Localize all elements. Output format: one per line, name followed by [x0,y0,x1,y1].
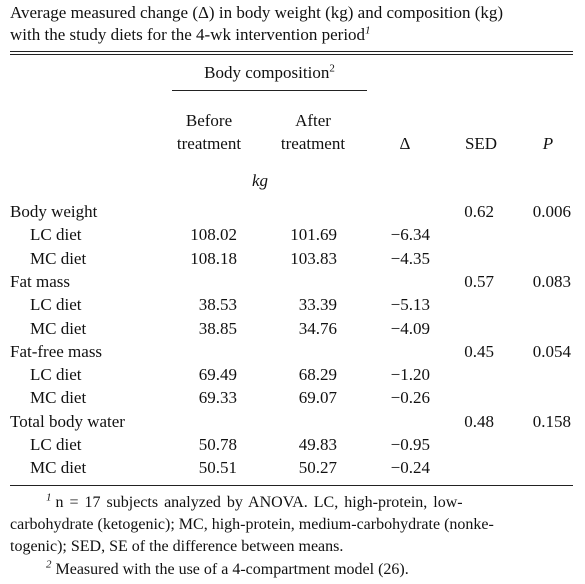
cell-after: 49.83 [298,435,337,454]
cell-before: 50.51 [198,458,237,477]
top-rule-1 [10,51,573,52]
cell-before: 108.18 [190,249,237,268]
col-header-sed: SED [464,134,498,153]
caption-footnote-marker: 1 [365,24,371,37]
row-diet-label: LC diet [30,365,82,384]
cell-sed: 0.45 [464,342,494,361]
row-diet-label: MC diet [30,249,87,268]
cell-delta: −6.34 [390,225,430,244]
cell-after: 50.27 [298,458,337,477]
row-diet-label: LC diet [30,225,82,244]
cell-delta: −1.20 [390,365,430,384]
cell-sed: 0.62 [464,202,494,221]
col-header-delta: Δ [399,134,411,153]
footnote-1-line-1: 1 n = 17 subjects analyzed by ANOVA. LC,… [46,491,463,511]
caption-line-2: with the study diets for the 4-wk interv… [10,24,371,44]
cell-delta: −0.26 [390,388,430,407]
caption-line-1: Average measured change (Δ) in body weig… [10,3,504,22]
cell-sed: 0.57 [464,272,494,291]
footnote-1-line-2: carbohydrate (ketogenic); MC, high-prote… [10,516,494,533]
col-header-after: After treatment [280,111,346,153]
cell-before: 38.85 [198,319,237,338]
cell-after: 34.76 [298,319,337,338]
cell-p: 0.083 [532,272,571,291]
cell-after: 101.69 [290,225,337,244]
col-header-before: Before treatment [176,111,242,153]
cell-before: 108.02 [190,225,237,244]
cell-before: 38.53 [198,295,237,314]
cell-delta: −0.95 [390,435,430,454]
cell-delta: −4.35 [390,249,430,268]
row-group-label: Total body water [10,412,125,431]
footnote-2: 2 Measured with the use of a 4-compartme… [46,558,409,578]
cell-p: 0.158 [532,412,571,431]
unit-label: kg [251,171,269,190]
row-group-label: Fat mass [10,272,70,291]
cell-after: 68.29 [298,365,337,384]
cell-p: 0.054 [532,342,571,361]
cell-p: 0.006 [532,202,571,221]
row-diet-label: MC diet [30,319,87,338]
top-rule-2 [10,54,573,55]
group-header-rule [172,90,367,91]
group-header-body-composition: Body composition2 [204,62,335,82]
cell-after: 103.83 [290,249,337,268]
row-diet-label: MC diet [30,458,87,477]
row-group-label: Body weight [10,202,98,221]
cell-delta: −0.24 [390,458,430,477]
cell-sed: 0.48 [464,412,494,431]
cell-before: 69.49 [198,365,237,384]
cell-delta: −5.13 [390,295,430,314]
bottom-rule [10,485,573,486]
table-caption: Average measured change (Δ) in body weig… [10,2,503,46]
row-diet-label: MC diet [30,388,87,407]
cell-before: 50.78 [198,435,237,454]
cell-after: 69.07 [298,388,337,407]
col-header-p: P [542,134,554,153]
cell-before: 69.33 [198,388,237,407]
cell-delta: −4.09 [390,319,430,338]
row-group-label: Fat-free mass [10,342,103,361]
row-diet-label: LC diet [30,435,82,454]
cell-after: 33.39 [298,295,337,314]
row-diet-label: LC diet [30,295,82,314]
footnote-1-line-3: togenic); SED, SE of the difference betw… [10,538,344,555]
